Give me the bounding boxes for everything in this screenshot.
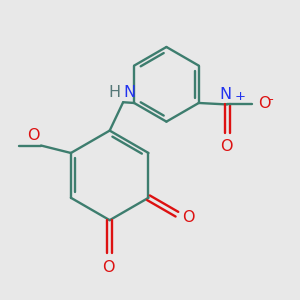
Text: H: H: [108, 85, 120, 100]
Text: N: N: [220, 87, 232, 102]
Text: N: N: [123, 85, 135, 100]
Text: O: O: [220, 140, 233, 154]
Text: +: +: [235, 91, 246, 103]
Text: O: O: [182, 210, 195, 225]
Text: O: O: [102, 260, 114, 275]
Text: O: O: [27, 128, 40, 143]
Text: -: -: [268, 93, 273, 106]
Text: O: O: [259, 96, 271, 111]
